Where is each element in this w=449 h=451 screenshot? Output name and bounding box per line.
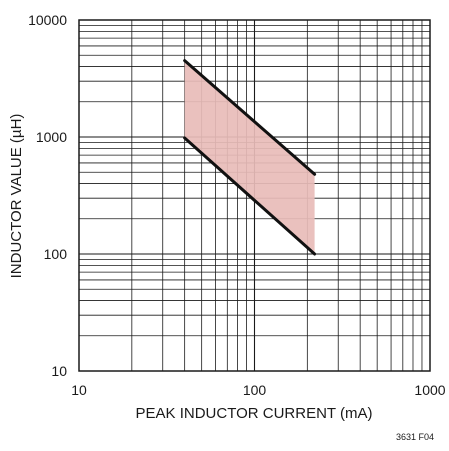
y-tick-label: 10000: [28, 12, 67, 28]
y-tick-label: 1000: [36, 129, 67, 145]
grid: [79, 20, 430, 371]
y-tick-label: 10: [51, 363, 67, 379]
plot-frame: [78, 19, 431, 372]
x-tick-label: 100: [243, 382, 267, 398]
upper-bound-line: [183, 59, 317, 176]
x-tick-label: 10: [71, 382, 87, 398]
recommended-inductor-region: [184, 60, 315, 255]
figure-id: 3631 F04: [396, 432, 434, 442]
y-tick-label: 100: [44, 246, 68, 262]
y-axis-label: INDUCTOR VALUE (µH): [8, 114, 25, 279]
x-tick-label: 1000: [414, 382, 445, 398]
y-tick-labels: 10 100 1000 10000: [28, 12, 67, 379]
x-tick-labels: 10 100 1000: [71, 382, 446, 398]
x-axis-label: PEAK INDUCTOR CURRENT (mA): [136, 405, 373, 422]
lower-bound-line: [183, 136, 317, 256]
series-lines: [183, 59, 317, 256]
